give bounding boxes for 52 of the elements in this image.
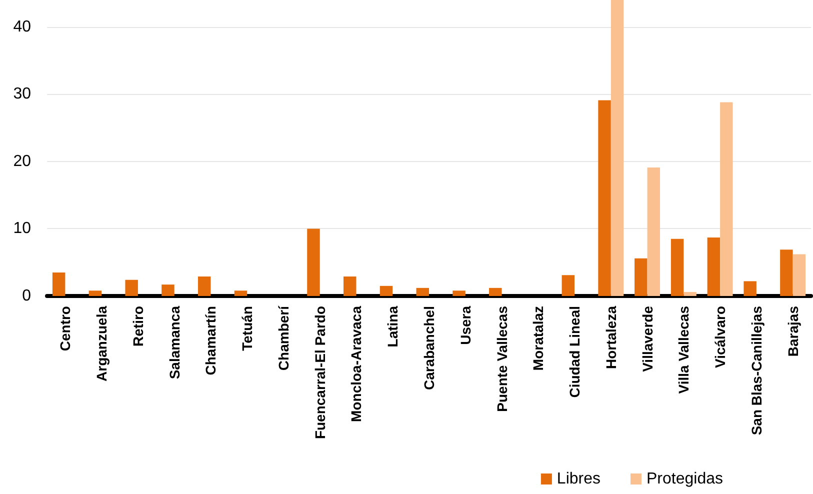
x-tick-label: Fuencarral-El Pardo	[312, 306, 328, 440]
x-tick-label: Arganzuela	[94, 306, 110, 382]
x-tick-label: Puente Vallecas	[494, 306, 510, 412]
x-tick-label: Barajas	[784, 306, 801, 357]
bar	[489, 288, 502, 296]
y-tick-label: 40	[13, 18, 32, 36]
x-tick-label: Chamberí	[275, 304, 292, 371]
x-tick-label: Retiro	[130, 306, 146, 346]
bar	[198, 276, 211, 296]
bar	[780, 250, 793, 296]
bar	[344, 276, 356, 296]
bar	[707, 237, 720, 296]
y-tick-label: 20	[13, 152, 32, 170]
legend-label: Libres	[556, 470, 601, 488]
bar	[52, 272, 66, 296]
x-tick-label: Carabanchel	[421, 306, 437, 390]
bar	[598, 100, 611, 296]
bar	[634, 258, 648, 296]
bar	[647, 168, 660, 296]
bar	[416, 288, 429, 296]
x-tick-label: Villaverde	[639, 306, 656, 372]
bar	[380, 286, 393, 296]
bar	[792, 254, 806, 296]
y-tick-label: 0	[22, 288, 32, 304]
x-tick-label: Ciudad Lineal	[566, 306, 583, 398]
legend-label: Protegidas	[646, 470, 724, 488]
x-tick-label: Villa Vallecas	[676, 306, 692, 394]
x-tick-label: Chamartín	[202, 306, 219, 376]
x-tick-label: Moncloa-Aravaca	[348, 306, 364, 422]
bar	[610, 0, 624, 296]
x-tick-label: Moratalaz	[530, 306, 546, 371]
y-tick-label: 30	[13, 86, 32, 103]
x-tick-label: Usera	[457, 306, 474, 345]
bar	[88, 290, 102, 296]
x-tick-label: Salamanca	[166, 306, 182, 380]
bar	[670, 238, 684, 296]
bar	[562, 275, 575, 296]
bar	[162, 284, 174, 296]
x-tick-label: San Blas-Canillejas	[748, 306, 764, 436]
bar	[744, 281, 756, 296]
bar	[684, 292, 696, 296]
bar	[234, 290, 248, 296]
bar	[307, 228, 320, 296]
x-tick-label: Vicálvaro	[712, 306, 728, 368]
bar	[720, 102, 733, 296]
bar	[452, 290, 466, 296]
x-tick-label: Tetuán	[239, 306, 256, 351]
x-tick-label: Hortaleza	[602, 306, 619, 370]
x-tick-label: Centro	[57, 306, 74, 352]
x-tick-label: Latina	[384, 306, 401, 348]
y-tick-label: 10	[13, 220, 32, 238]
bar	[125, 280, 138, 296]
